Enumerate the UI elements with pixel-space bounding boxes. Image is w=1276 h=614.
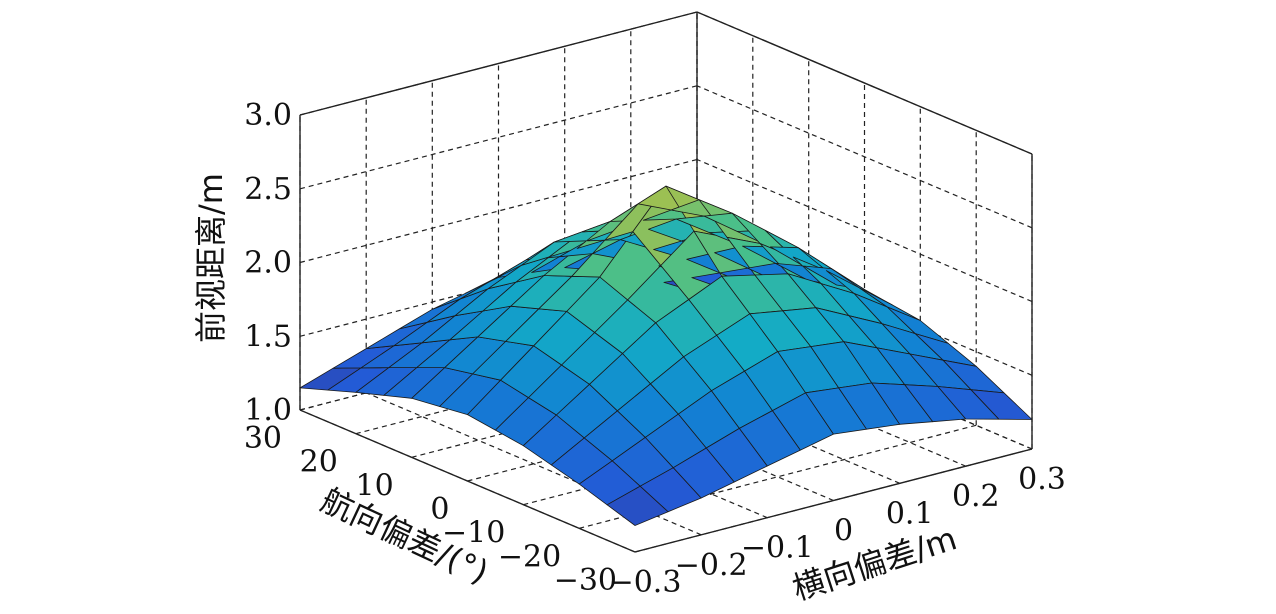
y-axis-edge — [299, 409, 636, 553]
surface-layer — [299, 185, 1033, 526]
x-tick-label: −0.2 — [675, 548, 748, 583]
z-tick-label: 3.0 — [244, 98, 292, 133]
y-tick-label: −20 — [498, 539, 561, 574]
y-tick-label: 10 — [356, 468, 394, 503]
x-axis-label: 横向偏差/m — [788, 519, 961, 608]
floor-grid-line — [365, 392, 702, 536]
box-top-edge — [696, 11, 1033, 155]
x-tick-label: 0 — [834, 514, 853, 549]
z-tick-label: 2.5 — [244, 172, 292, 207]
tick-layer: 1.0 1.5 2.0 2.5 3.0 −0.3−0.2−0.1 0 0.1 0.2 0.3 30 2… — [244, 98, 1066, 600]
y-tick-label: −30 — [554, 563, 617, 598]
side-wall-grid-line — [696, 85, 1033, 229]
y-tick-label: −10 — [442, 516, 505, 551]
y-tick-label: 20 — [300, 445, 338, 480]
y-tick-label: 30 — [244, 421, 282, 456]
z-tick-label: 1.5 — [244, 319, 292, 354]
z-tick-label: 1.0 — [244, 393, 292, 428]
z-tick-label: 2.0 — [244, 246, 292, 281]
box-top-edge — [299, 11, 698, 116]
side-wall-grid-line — [696, 158, 1033, 303]
x-tick-label: −0.3 — [609, 565, 682, 600]
x-tick-label: −0.1 — [741, 531, 814, 566]
x-tick-label: 0.1 — [886, 496, 934, 531]
x-axis-edge — [634, 448, 1033, 553]
y-tick-label: 0 — [430, 492, 449, 527]
x-tick-label: 0.2 — [952, 479, 1000, 514]
surface-cell — [970, 389, 1033, 420]
x-tick-label: 0.3 — [1018, 462, 1066, 497]
back-wall-grid-line — [299, 85, 698, 190]
z-axis-label: 前视距离/m — [192, 173, 230, 343]
